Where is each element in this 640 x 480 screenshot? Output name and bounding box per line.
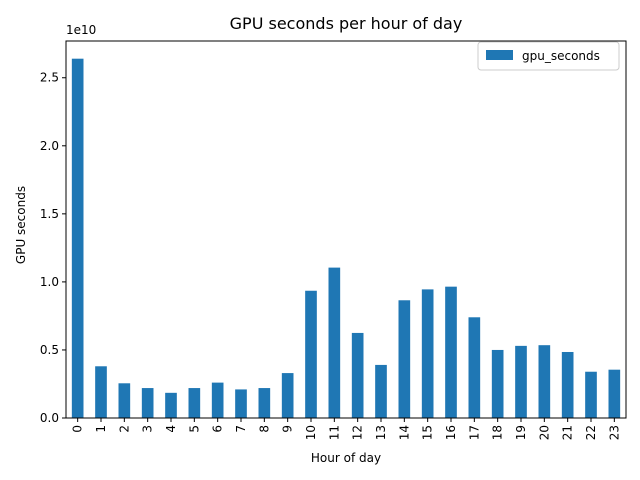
bar-hour-13 [375, 364, 387, 418]
bar-hour-21 [561, 351, 574, 418]
bar-hour-5 [188, 388, 201, 418]
x-tick-label: 23 [607, 425, 621, 440]
y-tick-label: 2.0 [40, 139, 59, 153]
bar-hour-23 [608, 369, 621, 418]
plot-frame [65, 40, 627, 419]
bar-hour-4 [165, 392, 177, 418]
bar-hour-15 [421, 289, 434, 418]
x-axis-label: Hour of day [311, 451, 381, 465]
bar-hour-1 [95, 366, 107, 418]
x-tick-label: 9 [281, 425, 295, 433]
x-tick-label: 19 [514, 425, 528, 440]
y-axis-label: GPU seconds [14, 186, 28, 264]
x-tick-label: 2 [117, 425, 131, 433]
bar-hour-11 [328, 267, 341, 418]
bar-hour-7 [235, 389, 247, 418]
bar-hour-20 [538, 345, 551, 418]
legend-label: gpu_seconds [522, 49, 600, 63]
x-tick-label: 10 [304, 425, 318, 440]
y-axis-ticks: 0.0 0.5 1.0 1.5 2.0 2.5 [40, 71, 66, 425]
legend-swatch [486, 50, 513, 60]
x-tick-label: 21 [561, 425, 575, 440]
x-tick-label: 20 [537, 425, 551, 440]
bar-hour-2 [118, 383, 131, 418]
x-tick-label: 22 [584, 425, 598, 440]
x-tick-label: 15 [421, 425, 435, 440]
y-tick-label: 0.0 [40, 411, 59, 425]
x-tick-label: 4 [164, 425, 178, 433]
y-tick-label: 1.5 [40, 207, 59, 221]
bar-hour-8 [258, 388, 271, 418]
x-tick-label: 11 [327, 425, 341, 440]
x-tick-label: 18 [491, 425, 505, 440]
chart-title: GPU seconds per hour of day [230, 14, 463, 33]
bar-hour-16 [445, 286, 457, 418]
bar-hour-3 [141, 388, 154, 418]
x-tick-label: 16 [444, 425, 458, 440]
x-tick-label: 6 [211, 425, 225, 433]
x-tick-label: 5 [187, 425, 201, 433]
x-tick-label: 14 [397, 425, 411, 440]
y-tick-label: 0.5 [40, 343, 59, 357]
bar-hour-9 [281, 373, 294, 418]
x-tick-label: 0 [71, 425, 85, 433]
bar-hour-19 [515, 345, 527, 418]
bar-hour-0 [71, 58, 84, 418]
x-tick-label: 17 [467, 425, 481, 440]
x-tick-label: 3 [141, 425, 155, 433]
legend: gpu_seconds [477, 41, 620, 71]
x-tick-label: 8 [257, 425, 271, 433]
bar-hour-17 [468, 317, 481, 418]
bar-hour-18 [491, 349, 504, 418]
bars-group [71, 58, 621, 418]
y-tick-label: 2.5 [40, 71, 59, 85]
y-tick-label: 1.0 [40, 275, 59, 289]
x-tick-label: 13 [374, 425, 388, 440]
x-tick-label: 7 [234, 425, 248, 433]
bar-hour-10 [305, 290, 317, 418]
bar-hour-6 [211, 382, 224, 418]
x-tick-label: 1 [94, 425, 108, 433]
y-axis-offset-label: 1e10 [66, 23, 96, 37]
bar-hour-14 [398, 300, 411, 418]
bar-hour-22 [585, 371, 597, 418]
legend-frame [477, 41, 620, 71]
bar-hour-12 [351, 332, 364, 418]
x-axis-ticks: 0 1 2 3 4 5 6 7 8 9 10 11 12 13 14 15 16 17 18 19 20 21 22 23 [71, 418, 621, 440]
x-tick-label: 12 [351, 425, 365, 440]
